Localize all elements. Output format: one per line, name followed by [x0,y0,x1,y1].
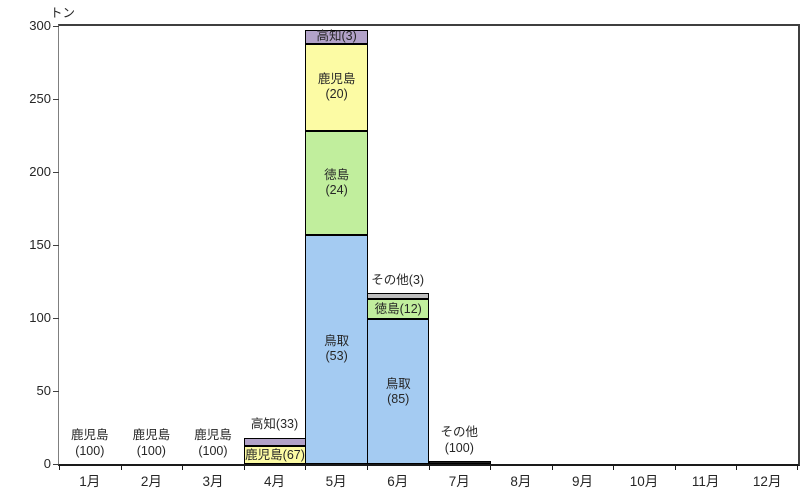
x-axis-month-label: 1月 [79,474,101,489]
above-bar-label-6月: その他(3) [371,272,425,287]
bar-segment-7月-その他 [428,461,492,464]
bar-segment-label: 徳島 (24) [324,167,350,197]
plot-area: トン 0 50 100 150 200 250 300 1月 2月 3月 4月 5月 6月 7月 8月 9月… [29,6,800,489]
above-bar-label-2月: 鹿児島 (100) [132,428,171,458]
y-axis-tick-label: 250 [29,91,51,106]
x-axis-tick [736,464,738,470]
y-axis-tick [53,244,59,246]
x-axis-tick [797,464,798,470]
x-axis-tick [120,464,122,470]
x-axis-tick [674,464,676,470]
y-axis-tick-label: 100 [29,310,51,325]
x-axis-month-label: 12月 [752,474,782,489]
bar-segment-label: 鳥取 (53) [324,334,350,364]
bar-segment-5月-鹿児島: 鹿児島 (20) [305,43,368,132]
x-axis-month-label: 9月 [571,474,593,489]
x-axis-month-label: 2月 [140,474,162,489]
y-axis-tick-label: 50 [36,383,51,398]
above-bar-label-7月: その他 (100) [440,425,479,455]
above-bar-label-3月: 鹿児島 (100) [194,428,232,458]
x-axis-tick [613,464,615,470]
y-axis-tick [53,25,59,27]
bar-segment-5月-高知: 高知(3) [305,29,368,44]
bar-segment-label: 鹿児島(67) [245,447,305,462]
x-axis-tick [366,464,368,470]
y-axis-tick [53,390,59,392]
x-axis-month-label: 7月 [448,474,470,489]
y-axis-tick [53,463,59,465]
bar-segment-label: 高知(3) [316,29,357,44]
y-axis-tick-label: 150 [29,237,51,252]
y-axis-unit-label: トン [50,6,76,20]
y-axis-tick [53,171,59,173]
x-axis-month-label: 11月 [691,474,720,489]
x-axis-tick [182,464,184,470]
x-axis-month-label: 8月 [510,474,532,489]
x-axis-tick [305,464,307,470]
x-axis-tick [428,464,430,470]
above-bar-label-4月: 高知(33) [250,417,299,432]
x-axis-month-label: 10月 [629,474,659,489]
bar-segment-label: 鹿児島 (20) [317,72,356,102]
y-axis-tick-label: 200 [29,164,51,179]
bar-segment-4月-鹿児島: 鹿児島(67) [243,446,307,464]
bar-segment-label: 徳島(12) [374,301,422,316]
above-bar-label-1月: 鹿児島 (100) [71,428,109,458]
y-axis-tick-label: 0 [43,456,51,471]
bar-segment-6月-徳島: 徳島(12) [366,299,430,320]
x-axis-month-label: 5月 [325,474,347,489]
x-axis-month-label: 3月 [202,474,224,489]
bar-segment-label: 鳥取 (85) [385,376,411,406]
x-axis-month-label: 6月 [387,474,409,489]
bar-segment-6月-鳥取: 鳥取 (85) [366,319,430,464]
x-axis-tick [243,464,245,470]
x-axis-month-label: 4月 [264,474,286,489]
y-axis-tick [53,317,59,319]
y-axis-tick-label: 300 [29,18,51,33]
x-axis-tick [59,464,60,470]
bar-segment-5月-徳島: 徳島 (24) [305,131,368,235]
x-axis-tick [490,464,492,470]
y-axis-tick [53,98,59,100]
x-axis-tick [551,464,553,470]
bar-segment-6月-その他 [366,293,430,300]
